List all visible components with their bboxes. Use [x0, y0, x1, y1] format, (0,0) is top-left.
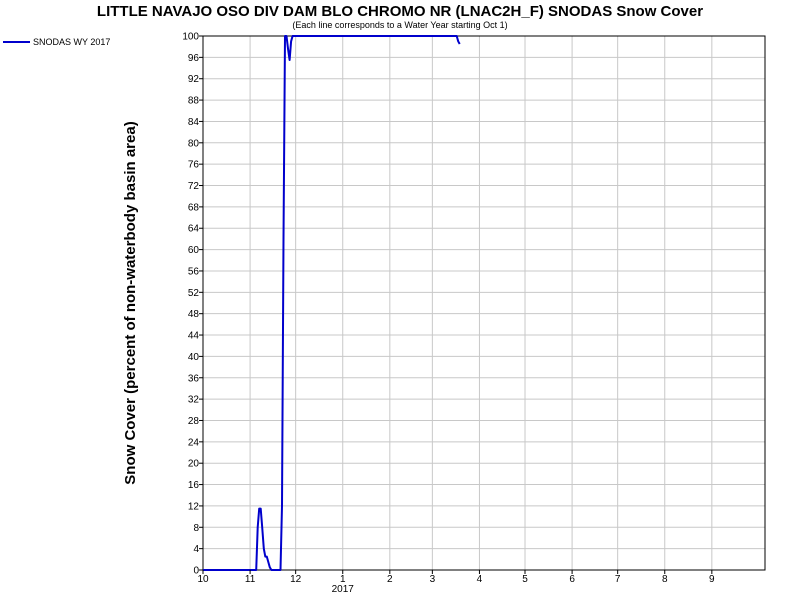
y-tick-label: 4	[193, 544, 199, 555]
chart-title: LITTLE NAVAJO OSO DIV DAM BLO CHROMO NR …	[97, 3, 703, 20]
y-axis-label: Snow Cover (percent of non-waterbody bas…	[122, 121, 139, 484]
y-tick-label: 56	[188, 266, 200, 277]
y-tick-label: 0	[193, 566, 199, 577]
plot-background	[203, 36, 765, 570]
series-line-wy2017	[203, 35, 461, 571]
y-tick-label: 60	[188, 245, 200, 256]
vertical-gridlines	[249, 36, 713, 570]
x-tick-label: 9	[709, 574, 715, 585]
y-tick-label: 24	[188, 437, 200, 448]
y-tick-label: 32	[188, 395, 200, 406]
horizontal-gridlines	[203, 56, 765, 550]
y-tick-label: 28	[188, 416, 200, 427]
y-tick-label: 12	[188, 501, 200, 512]
series-layer	[203, 35, 461, 571]
y-tick-label: 84	[188, 117, 200, 128]
y-axis-ticks: 0481216202428323640444852566064687276808…	[182, 32, 203, 577]
y-tick-label: 36	[188, 373, 200, 384]
x-tick-label: 6	[569, 574, 575, 585]
y-tick-label: 20	[188, 459, 200, 470]
legend-label-wy2017: SNODAS WY 2017	[33, 37, 110, 47]
y-tick-label: 80	[188, 138, 200, 149]
x-tick-label: 3	[430, 574, 436, 585]
y-tick-label: 88	[188, 96, 200, 107]
y-tick-label: 68	[188, 202, 200, 213]
x-year-label: 2017	[332, 584, 355, 595]
y-tick-label: 96	[188, 53, 200, 64]
y-tick-label: 100	[182, 32, 199, 43]
y-tick-label: 72	[188, 181, 200, 192]
y-tick-label: 52	[188, 288, 200, 299]
x-tick-label: 4	[477, 574, 483, 585]
x-tick-label: 12	[290, 574, 302, 585]
y-tick-label: 64	[188, 224, 200, 235]
x-tick-label: 2	[387, 574, 393, 585]
legend: SNODAS WY 2017	[3, 37, 110, 47]
x-tick-label: 8	[662, 574, 668, 585]
x-tick-label: 11	[245, 574, 256, 585]
y-tick-label: 8	[193, 523, 199, 534]
y-tick-label: 44	[188, 331, 200, 342]
y-tick-label: 92	[188, 74, 200, 85]
y-tick-label: 40	[188, 352, 200, 363]
y-tick-label: 76	[188, 160, 200, 171]
x-tick-label: 1	[340, 574, 346, 585]
y-tick-label: 48	[188, 309, 200, 320]
plot-area	[202, 35, 766, 571]
x-tick-label: 7	[615, 574, 621, 585]
y-tick-label: 16	[188, 480, 200, 491]
x-tick-label: 5	[522, 574, 528, 585]
plot-frame	[202, 35, 766, 571]
chart-subtitle: (Each line corresponds to a Water Year s…	[292, 20, 507, 30]
x-tick-label: 10	[197, 574, 209, 585]
x-axis-ticks: 10 11 12 1 2 3 4 5 6 7 8 9	[197, 570, 715, 585]
